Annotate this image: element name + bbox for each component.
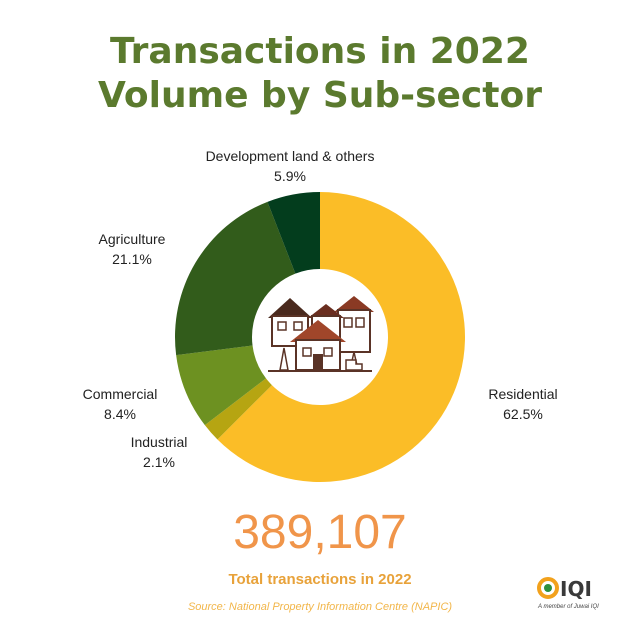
- slice-agriculture: [175, 201, 296, 356]
- iqi-logo-tagline: A member of Juwai IQI: [537, 604, 599, 610]
- label-development-land-value: 5.9%: [274, 168, 306, 184]
- donut-slices: [175, 192, 465, 482]
- iqi-logo-swirl-icon: [537, 577, 559, 599]
- chart-title-line-2: Volume by Sub-sector: [98, 75, 542, 116]
- iqi-logo: IQI A member of Juwai IQI: [537, 577, 599, 610]
- label-commercial: Commercial 8.4%: [60, 384, 180, 424]
- label-commercial-value: 8.4%: [104, 406, 136, 422]
- chart-title-line-1: Transactions in 2022: [110, 31, 530, 72]
- label-development-land-name: Development land & others: [205, 148, 375, 164]
- slice-commercial: [176, 345, 267, 426]
- label-development-land: Development land & others 5.9%: [170, 146, 410, 186]
- slice-development-land-others: [267, 192, 320, 274]
- label-industrial: Industrial 2.1%: [104, 432, 214, 472]
- label-commercial-name: Commercial: [82, 386, 158, 402]
- label-agriculture-value: 21.1%: [112, 251, 152, 267]
- slice-industrial: [204, 378, 272, 440]
- label-industrial-name: Industrial: [130, 434, 188, 450]
- houses-icon: [268, 296, 374, 372]
- iqi-logo-text: IQI: [560, 577, 592, 601]
- label-agriculture: Agriculture 21.1%: [72, 229, 192, 269]
- total-transactions-value: 389,107: [233, 506, 407, 559]
- label-residential: Residential 62.5%: [463, 384, 583, 424]
- label-residential-name: Residential: [488, 386, 558, 402]
- source-note: Source: National Property Information Ce…: [187, 601, 453, 613]
- label-agriculture-name: Agriculture: [98, 231, 166, 247]
- total-transactions-caption: Total transactions in 2022: [228, 571, 412, 588]
- label-industrial-value: 2.1%: [143, 454, 175, 470]
- label-residential-value: 62.5%: [503, 406, 543, 422]
- slice-residential: [217, 192, 465, 482]
